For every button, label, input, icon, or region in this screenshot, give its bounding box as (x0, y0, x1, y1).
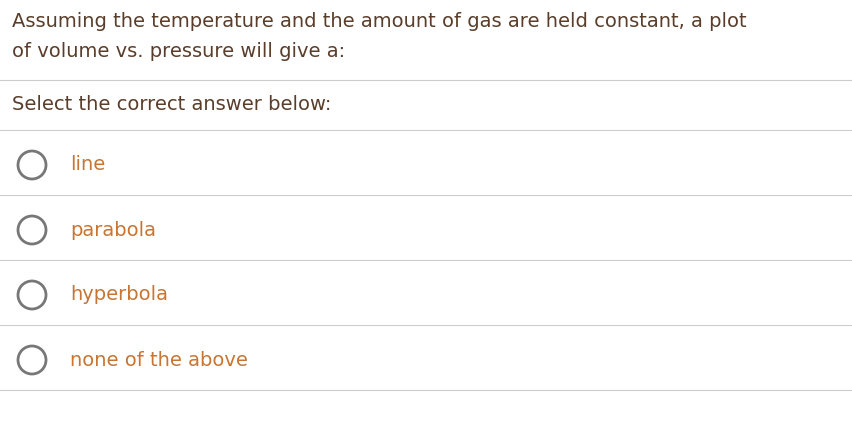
Text: of volume vs. pressure will give a:: of volume vs. pressure will give a: (12, 42, 345, 61)
Text: Assuming the temperature and the amount of gas are held constant, a plot: Assuming the temperature and the amount … (12, 12, 746, 31)
Text: Select the correct answer below:: Select the correct answer below: (12, 95, 331, 114)
Text: line: line (70, 156, 105, 175)
Text: none of the above: none of the above (70, 350, 248, 369)
Text: hyperbola: hyperbola (70, 286, 168, 304)
Text: parabola: parabola (70, 221, 156, 240)
